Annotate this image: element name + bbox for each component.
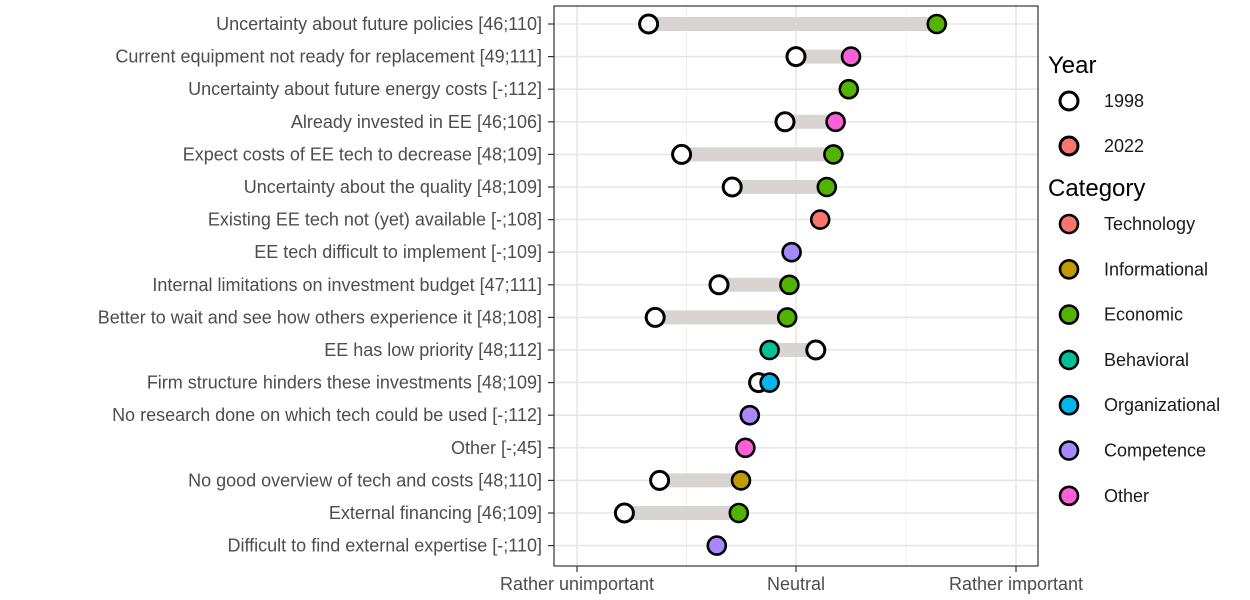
- legend-category-label: Behavioral: [1104, 350, 1189, 370]
- legend-category-swatch: [1058, 349, 1080, 371]
- legend-category-label: Competence: [1104, 441, 1206, 461]
- legend-category-label: Technology: [1104, 214, 1195, 234]
- legend-year-title: Year: [1048, 52, 1097, 79]
- category-label: Difficult to find external expertise [-;…: [228, 536, 543, 556]
- category-label: Current equipment not ready for replacem…: [115, 47, 542, 67]
- legend-category-swatch: [1058, 213, 1080, 235]
- category-label: Already invested in EE [46;106]: [291, 112, 542, 132]
- point-2022: [838, 78, 860, 100]
- legend-year-swatch: [1058, 135, 1080, 157]
- category-label: Better to wait and see how others experi…: [98, 307, 542, 327]
- legend: Year 1998 2022 Category Technology Informa…: [1048, 52, 1220, 507]
- point-2022: [825, 111, 846, 133]
- point-2022: [840, 46, 862, 67]
- category-label: Uncertainty about future energy costs [-…: [188, 79, 542, 99]
- legend-category-label: Informational: [1104, 259, 1208, 279]
- legend-category-swatch: [1058, 258, 1080, 280]
- point-2022: [728, 502, 750, 524]
- point-1998: [649, 469, 671, 491]
- legend-category-title: Category: [1048, 175, 1145, 202]
- category-label: Firm structure hinders these investments…: [147, 373, 542, 393]
- point-2022: [823, 144, 844, 165]
- point-2022: [926, 13, 948, 35]
- point-1998: [638, 13, 660, 35]
- category-label: No research done on which tech could be …: [112, 405, 542, 425]
- point-1998: [644, 306, 666, 328]
- point-1998: [708, 274, 730, 296]
- legend-year-label: 2022: [1104, 136, 1144, 156]
- legend-category-label: Organizational: [1104, 395, 1220, 415]
- category-label: External financing [46;109]: [329, 503, 542, 523]
- legend-category-label: Other: [1104, 486, 1149, 506]
- point-2022: [735, 437, 756, 459]
- category-label: Uncertainty about the quality [48;109]: [244, 177, 542, 197]
- point-2022: [759, 372, 780, 393]
- point-2022: [781, 241, 802, 263]
- point-1998: [671, 143, 693, 165]
- points: [613, 13, 948, 556]
- point-1998: [774, 111, 796, 133]
- category-label: Other [-;45]: [451, 438, 542, 458]
- legend-year-swatch: [1058, 90, 1080, 112]
- point-1998: [721, 176, 743, 198]
- point-2022: [809, 209, 831, 230]
- point-1998: [805, 339, 827, 361]
- point-2022: [776, 307, 798, 328]
- category-label: EE tech difficult to implement [-;109]: [254, 242, 542, 262]
- legend-category-swatch: [1058, 440, 1080, 461]
- legend-category-swatch: [1058, 485, 1080, 507]
- legend-category-swatch: [1058, 304, 1080, 325]
- category-label: No good overview of tech and costs [48;1…: [188, 470, 542, 490]
- category-label: EE has low priority [48;112]: [324, 340, 542, 360]
- legend-category-label: Economic: [1104, 305, 1183, 325]
- category-label: Uncertainty about future policies [46;11…: [216, 14, 542, 34]
- legend-years: 1998 2022: [1058, 90, 1144, 157]
- point-2022: [779, 274, 800, 296]
- point-2022: [759, 339, 780, 361]
- legend-categories: Technology Informational Economic Behaviora…: [1058, 213, 1220, 507]
- x-tick-label: Rather important: [949, 574, 1083, 594]
- x-tick-label: Rather unimportant: [500, 574, 654, 594]
- category-label: Internal limitations on investment budge…: [152, 275, 542, 295]
- legend-year-label: 1998: [1104, 91, 1144, 111]
- x-tick-label: Neutral: [767, 574, 825, 594]
- point-2022: [816, 176, 838, 198]
- legend-category-swatch: [1058, 394, 1080, 416]
- point-1998: [785, 46, 807, 68]
- category-label: Expect costs of EE tech to decrease [48;…: [183, 144, 542, 164]
- x-axis-ticks: Rather unimportant Neutral Rather importan…: [500, 566, 1083, 594]
- point-2022: [706, 535, 728, 556]
- category-labels: Uncertainty about future policies [46;11…: [98, 14, 554, 556]
- point-2022: [730, 470, 752, 491]
- point-2022: [739, 404, 761, 426]
- category-label: Existing EE tech not (yet) available [-;…: [208, 210, 542, 230]
- point-1998: [613, 502, 635, 524]
